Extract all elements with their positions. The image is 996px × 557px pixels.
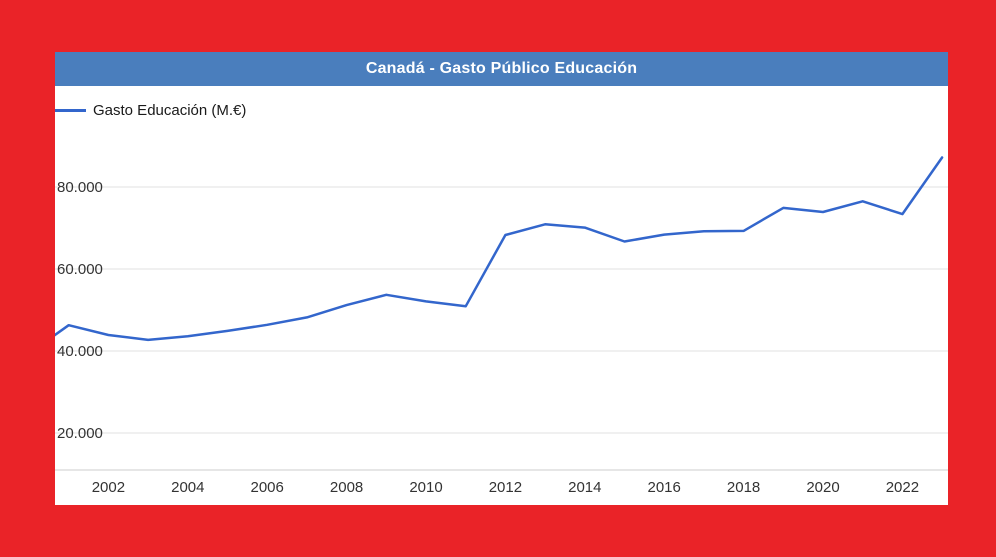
legend: Gasto Educación (M.€) <box>55 102 246 119</box>
x-tick-label: 2018 <box>727 479 760 496</box>
chart-panel: Canadá - Gasto Público Educación Gasto E… <box>55 52 948 505</box>
x-tick-label: 2016 <box>648 479 681 496</box>
y-tick-label: 80.000 <box>57 179 103 196</box>
x-tick-label: 2004 <box>171 479 204 496</box>
x-tick-label: 2008 <box>330 479 363 496</box>
x-tick-label: 2014 <box>568 479 601 496</box>
x-tick-label: 2020 <box>806 479 839 496</box>
x-tick-label: 2012 <box>489 479 522 496</box>
x-tick-label: 2022 <box>886 479 919 496</box>
line-chart-svg: 20.000 40.000 60.000 80.000 2002 2004 2006 2008… <box>55 156 948 496</box>
chart-header: Canadá - Gasto Público Educación <box>55 52 948 86</box>
y-tick-label: 60.000 <box>57 261 103 278</box>
y-tick-label: 40.000 <box>57 343 103 360</box>
chart-area: Gasto Educación (M.€) 20.000 40.000 60.000… <box>55 86 948 505</box>
x-tick-label: 2002 <box>92 479 125 496</box>
data-series-line <box>55 156 944 342</box>
y-tick-label: 20.000 <box>57 425 103 442</box>
legend-label: Gasto Educación (M.€) <box>93 102 247 119</box>
chart-title: Canadá - Gasto Público Educación <box>365 60 638 77</box>
x-tick-label: 2006 <box>251 479 284 496</box>
x-tick-label: 2010 <box>409 479 442 496</box>
legend-line-icon <box>55 109 86 112</box>
